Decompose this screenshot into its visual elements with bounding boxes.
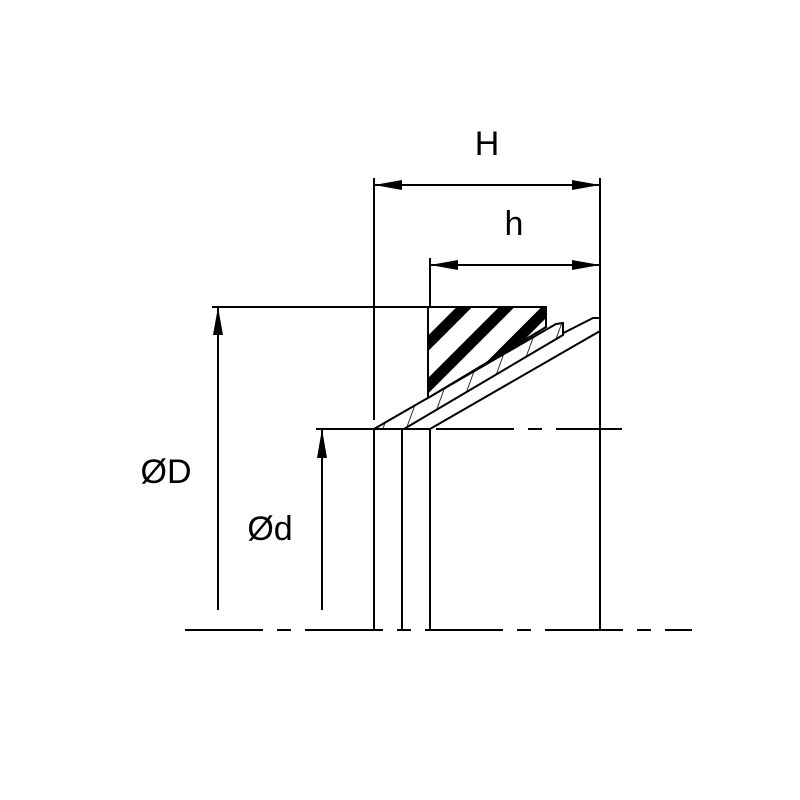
H-label: H — [475, 125, 500, 163]
d-label: Ød — [247, 510, 292, 548]
rubber-element — [427, 306, 547, 400]
arrow-right-icon — [572, 180, 600, 190]
arrow-left-icon — [430, 260, 458, 270]
arrow-right-icon — [572, 260, 600, 270]
arrow-up-icon — [213, 307, 223, 335]
h-label: h — [505, 205, 524, 243]
D-label: ØD — [141, 453, 192, 491]
arrow-up-icon — [317, 429, 327, 458]
fabric-layer — [370, 321, 564, 430]
arrow-left-icon — [374, 180, 402, 190]
